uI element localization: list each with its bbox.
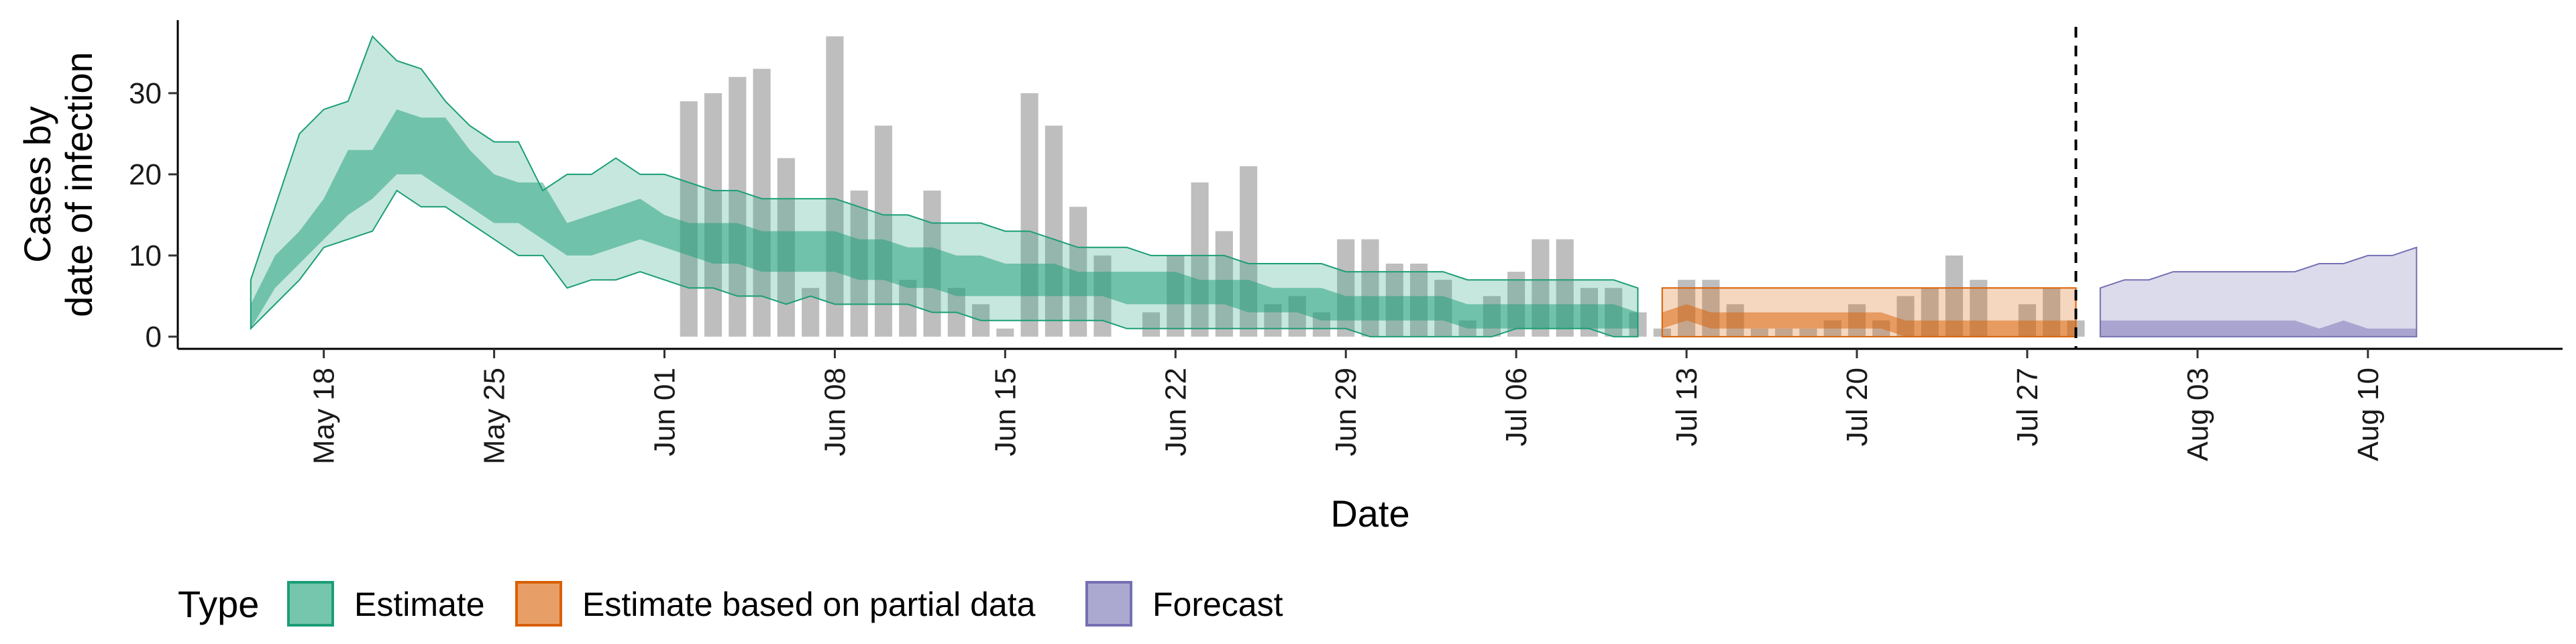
y-axis-title-line: Cases by	[16, 106, 58, 262]
legend: Type Estimate Estimate based on partial da…	[178, 581, 1283, 627]
reported-cases-bar	[1750, 328, 1768, 337]
axes: 0 10 20 30 May 18 May 25 Jun 01 Jun 08 Jun 15 Jun…	[129, 20, 2563, 464]
x-tick-label: Jul 20	[1841, 368, 1874, 446]
x-tick-label: Jul 27	[2011, 368, 2044, 446]
legend-label-estimate: Estimate	[354, 586, 485, 623]
y-tick-label: 0	[146, 321, 162, 354]
plot-area	[250, 27, 2418, 349]
reported-cases-bar	[826, 36, 844, 337]
reported-cases-bar	[704, 93, 722, 337]
estimate-inner-interval	[250, 109, 1638, 329]
legend-title: Type	[178, 583, 259, 625]
x-tick-label: Jun 15	[989, 368, 1022, 456]
reported-cases-bar	[1799, 328, 1817, 337]
x-tick-label: Jul 13	[1670, 368, 1703, 446]
reported-cases-bar	[1044, 125, 1063, 337]
y-axis-title-line: date of infection	[58, 52, 100, 317]
reported-cases-bar	[1191, 182, 1209, 337]
reported-cases-bar	[996, 328, 1014, 337]
legend-label-forecast: Forecast	[1152, 586, 1283, 623]
x-tick-label: May 18	[308, 368, 341, 464]
y-tick-label: 30	[129, 77, 162, 110]
reported-cases-bar	[753, 68, 771, 337]
reported-cases-bar	[680, 101, 698, 337]
reported-cases-bar	[729, 76, 747, 337]
x-tick-label: Jun 29	[1330, 368, 1362, 456]
legend-swatch-partial-estimate	[515, 581, 562, 627]
x-tick-label: Jun 01	[649, 368, 682, 456]
reported-cases-bar	[899, 280, 917, 337]
reported-cases-bar	[1142, 312, 1161, 337]
forecast-inner-interval	[2100, 320, 2417, 337]
y-tick-label: 20	[129, 158, 162, 191]
x-tick-label: Aug 03	[2182, 368, 2214, 461]
x-tick-label: Jun 22	[1159, 368, 1192, 456]
estimate-outer-interval	[250, 35, 1639, 337]
legend-swatch-forecast	[1085, 581, 1132, 627]
x-axis-title: Date	[1330, 492, 1409, 535]
legend-label-partial-estimate: Estimate based on partial data	[582, 586, 1036, 623]
reported-cases-bar	[1775, 328, 1793, 337]
x-tick-label: Aug 10	[2352, 368, 2385, 461]
y-tick-label: 10	[129, 239, 162, 272]
x-tick-label: Jun 08	[818, 368, 851, 456]
x-tick-label: May 25	[478, 368, 511, 464]
legend-swatch-estimate	[287, 581, 334, 627]
y-axis-title: Cases bydate of infection	[16, 52, 100, 317]
partial-estimate-inner-interval	[1662, 304, 2076, 337]
x-tick-label: Jul 06	[1500, 368, 1533, 446]
reported-cases-bar	[874, 125, 893, 337]
